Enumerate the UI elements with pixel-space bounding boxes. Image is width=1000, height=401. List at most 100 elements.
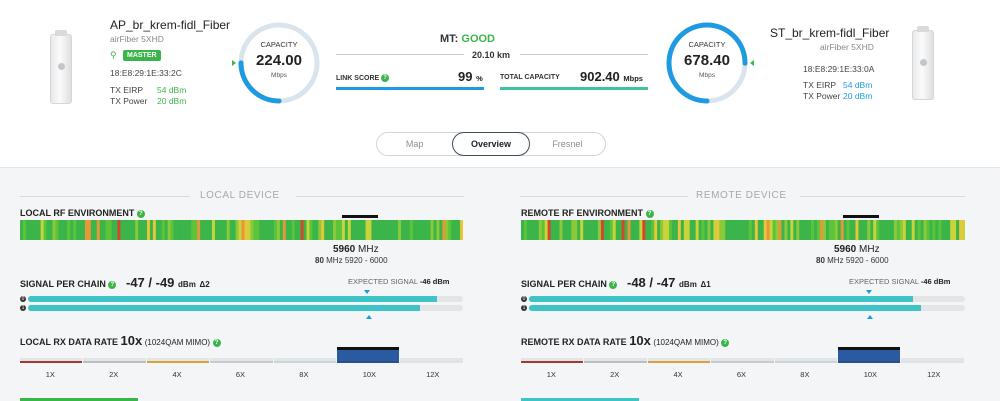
rate-segment: [838, 349, 901, 363]
spectrum-bin: [448, 220, 452, 240]
local-capacity-arc: [238, 22, 320, 104]
spectrum-bin: [523, 220, 528, 240]
spectrum-bin: [359, 220, 363, 240]
tab-overview[interactable]: Overview: [452, 132, 530, 156]
spectrum-bin: [731, 220, 735, 240]
remote-channel-width: 80 MHz 5920 - 6000: [816, 256, 889, 265]
local-expected-marker-bottom: [366, 315, 372, 319]
local-capacity-gauge: CAPACITY 224.00 Mbps: [236, 20, 322, 106]
spectrum-bin: [929, 220, 933, 240]
help-icon[interactable]: ?: [212, 339, 221, 347]
spectrum-bin: [526, 220, 531, 240]
spectrum-bin: [671, 220, 676, 240]
local-device-name[interactable]: AP_br_krem-fidl_Fiber: [110, 18, 231, 32]
spectrum-bin: [825, 220, 830, 240]
spectrum-bin: [362, 220, 366, 240]
spectrum-bin: [84, 220, 89, 240]
view-tabs: Map Overview Fresnel: [376, 132, 606, 156]
rate-label: 10X: [362, 370, 377, 379]
spectrum-bin: [541, 220, 546, 240]
spectrum-bin: [846, 220, 850, 240]
spectrum-bin: [698, 220, 702, 240]
spectrum-bin: [763, 220, 768, 240]
spectrum-bin: [657, 220, 661, 240]
spectrum-bin: [757, 220, 762, 240]
spectrum-bin: [347, 220, 352, 240]
tab-fresnel[interactable]: Fresnel: [552, 139, 583, 149]
spectrum-bin: [424, 220, 428, 240]
spectrum-bin: [935, 220, 939, 240]
local-tx-values: 54 dBm 20 dBm: [157, 85, 187, 106]
distance-line-right: [520, 54, 648, 55]
spectrum-bin: [580, 220, 584, 240]
spectrum-bin: [173, 220, 177, 240]
local-capacity-ring: [238, 22, 320, 104]
spectrum-bin: [867, 220, 871, 240]
local-tx-labels: TX EIRP TX Power: [110, 85, 148, 106]
spectrum-bin: [734, 220, 738, 240]
chain-1-icon: 1: [20, 305, 26, 311]
spectrum-bin: [710, 220, 714, 240]
spectrum-bin: [962, 220, 965, 240]
spectrum-bin: [365, 220, 369, 240]
spectrum-bin: [603, 220, 608, 240]
spectrum-bin: [185, 220, 189, 240]
help-icon[interactable]: ?: [381, 74, 390, 82]
local-channel-width: 80 MHz 5920 - 6000: [315, 256, 388, 265]
help-icon[interactable]: ?: [108, 281, 117, 289]
remote-capacity-label: CAPACITY: [688, 40, 726, 49]
ubiquiti-logo-icon: [58, 63, 65, 70]
remote-expected-marker-bottom: [867, 315, 873, 319]
spectrum-bin: [206, 220, 210, 240]
spectrum-bin: [406, 220, 411, 240]
spectrum-bin: [595, 220, 599, 240]
rate-label: 4X: [172, 370, 182, 379]
spectrum-bin: [273, 220, 278, 240]
spectrum-bin: [852, 220, 856, 240]
spectrum-bin: [817, 220, 821, 240]
spectrum-bin: [899, 220, 904, 240]
spectrum-bin: [315, 220, 319, 240]
spectrum-bin: [828, 220, 833, 240]
spectrum-bin: [740, 220, 744, 240]
spectrum-bin: [276, 220, 281, 240]
spectrum-bin: [535, 220, 540, 240]
spectrum-bin: [920, 220, 924, 240]
spectrum-bin: [692, 220, 697, 240]
remote-capacity-arc: [666, 22, 748, 104]
help-icon[interactable]: ?: [609, 281, 618, 289]
spectrum-bin: [532, 220, 537, 240]
spectrum-bin: [123, 220, 127, 240]
spectrum-bin: [436, 220, 440, 240]
help-icon[interactable]: ?: [136, 210, 145, 218]
spectrum-bin: [775, 220, 779, 240]
local-device-title: LOCAL DEVICE: [200, 190, 280, 201]
spectrum-bin: [600, 220, 605, 240]
spectrum-bin: [677, 220, 682, 240]
tab-map[interactable]: Map: [405, 139, 424, 149]
spectrum-bin: [338, 220, 343, 240]
help-icon[interactable]: ?: [645, 210, 654, 218]
spectrum-bin: [356, 220, 361, 240]
spectrum-bin: [194, 220, 198, 240]
spectrum-bin: [766, 220, 771, 240]
spectrum-bin: [99, 220, 104, 240]
spectrum-bin: [64, 220, 68, 240]
spectrum-bin: [421, 220, 425, 240]
rate-segment: [647, 358, 711, 363]
spectrum-bin: [418, 220, 423, 240]
spectrum-bin: [200, 220, 204, 240]
spectrum-bin: [905, 220, 910, 240]
spectrum-bin: [238, 220, 242, 240]
spectrum-bin: [819, 220, 824, 240]
spectrum-bin: [126, 220, 130, 240]
help-icon[interactable]: ?: [721, 339, 730, 347]
spectrum-bin: [297, 220, 301, 240]
spectrum-bin: [182, 220, 186, 240]
rate-label: 12X: [927, 370, 941, 379]
spectrum-bin: [716, 220, 720, 240]
remote-pointer-icon: [750, 60, 754, 66]
remote-device-name[interactable]: ST_br_krem-fidl_Fiber: [770, 26, 890, 40]
spectrum-bin: [303, 220, 307, 240]
spectrum-bin: [176, 220, 180, 240]
